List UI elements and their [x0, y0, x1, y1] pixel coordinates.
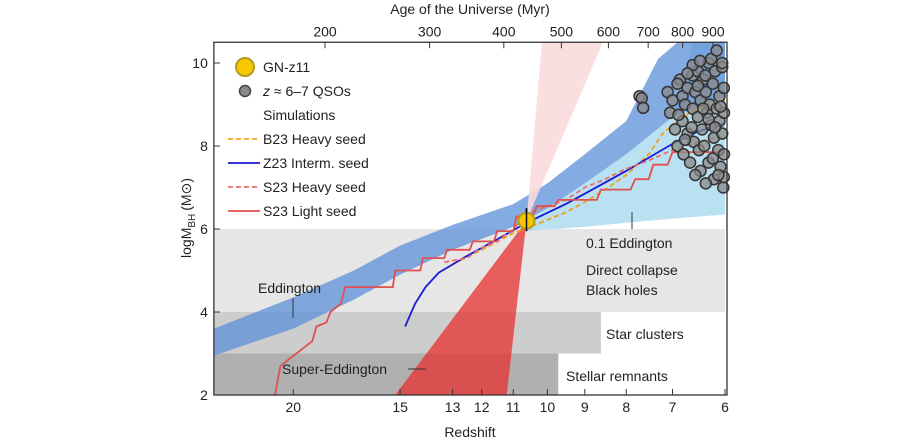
series-line-s23-heavy-seed: [444, 134, 726, 264]
annotation-direct-collapse: Direct collapse: [586, 262, 678, 278]
qso-point: [681, 67, 694, 80]
qso-point: [677, 148, 690, 161]
legend-gnz11: GN-z11: [263, 59, 310, 75]
annotation-edd01: 0.1 Eddington: [586, 235, 672, 251]
qso-point: [706, 152, 720, 165]
x-tick-label: 8: [622, 399, 630, 415]
top-tick-label: 900: [701, 23, 725, 39]
y-tick-label: 10: [192, 55, 208, 71]
y-axis-title-main: logM: [178, 228, 194, 258]
qso-point: [672, 108, 685, 122]
qso-point: [678, 133, 692, 147]
y-axis-title-unit: (M⊙): [178, 178, 194, 211]
top-tick-label: 200: [313, 23, 337, 39]
x-tick-label: 20: [285, 399, 301, 415]
qso-point: [717, 81, 731, 95]
band-0.1-eddington: [526, 42, 725, 232]
legend-gnz11-marker: [235, 57, 255, 77]
y-tick-label: 4: [200, 304, 208, 320]
qso-point: [710, 44, 723, 57]
qso-point: [693, 54, 707, 68]
x-tick-label: 11: [506, 399, 521, 415]
y-axis-title-sub: BH: [187, 214, 198, 228]
legend-z23: Z23 Interm. seed: [263, 155, 369, 171]
y-tick-label: 2: [200, 387, 208, 403]
y-tick-label: 8: [200, 138, 208, 154]
qso-point: [636, 101, 650, 115]
annotation-black-holes: Black holes: [586, 282, 658, 298]
qso-point: [689, 168, 702, 182]
qso-point: [697, 139, 711, 153]
legend-qso-z: z: [262, 83, 270, 99]
top-tick-label: 300: [418, 23, 442, 39]
qso-point: [706, 77, 720, 90]
axes-layer: 20 15 13 12 11 10 9 8 7 6 200 300 400 500 600 700 800 900…: [192, 23, 729, 415]
qso-point: [683, 156, 697, 169]
band-eddington: [213, 42, 725, 356]
x-tick-label: 13: [445, 399, 461, 415]
qso-point: [702, 112, 715, 126]
x-tick-label: 12: [474, 399, 490, 415]
y-axis-title: logMBH (M⊙): [178, 178, 198, 258]
x-tick-label: 15: [392, 399, 408, 415]
top-tick-label: 800: [671, 23, 695, 39]
qso-point: [671, 77, 684, 90]
bands-layer: [213, 42, 725, 395]
annotation-eddington: Eddington: [258, 280, 321, 296]
qso-point: [696, 102, 710, 115]
top-tick-label: 400: [492, 23, 516, 39]
qso-points-layer: [517, 44, 731, 232]
legend-qso: z ≈ 6–7 QSOs: [262, 83, 351, 99]
legend-qso-rest: ≈ 6–7 QSOs: [270, 83, 351, 99]
x-tick-label: 10: [540, 399, 556, 415]
qso-point: [668, 123, 682, 136]
cone-super-eddington-down: [395, 220, 527, 395]
legend-b23: B23 Heavy seed: [263, 131, 366, 147]
x-tick-label: 9: [581, 399, 589, 415]
cone-super-eddington-up: [526, 42, 603, 221]
legend-qso-marker: [238, 84, 252, 98]
top-tick-label: 700: [636, 23, 660, 39]
legend-simulations: Simulations: [263, 107, 335, 123]
x-tick-label: 7: [669, 399, 677, 415]
legend-s23h: S23 Heavy seed: [263, 179, 366, 195]
qso-point: [712, 168, 725, 182]
qso-point: [717, 148, 731, 161]
annotation-super-eddington: Super-Eddington: [282, 361, 387, 377]
top-tick-label: 500: [550, 23, 574, 39]
top-axis-title: Age of the Universe (Myr): [390, 1, 550, 17]
annotation-stellar-remnants: Stellar remnants: [566, 368, 668, 384]
legend: GN-z11 z ≈ 6–7 QSOs Simulations B23 Heav…: [228, 57, 369, 219]
qso-point: [708, 121, 722, 134]
top-tick-label: 600: [597, 23, 621, 39]
qso-point: [714, 100, 727, 113]
qso-point: [699, 177, 713, 190]
series-line-s23-light-seed: [274, 151, 725, 396]
x-axis-title: Redshift: [444, 424, 495, 440]
qso-point: [715, 56, 729, 70]
legend-s23l: S23 Light seed: [263, 203, 356, 219]
plot-frame: [213, 41, 728, 396]
qso-point: [699, 69, 712, 82]
annotation-star-clusters: Star clusters: [606, 326, 684, 342]
qso-point: [691, 79, 705, 93]
x-tick-label: 6: [721, 399, 729, 415]
y-tick-label: 6: [200, 221, 208, 237]
qso-point: [685, 121, 698, 134]
